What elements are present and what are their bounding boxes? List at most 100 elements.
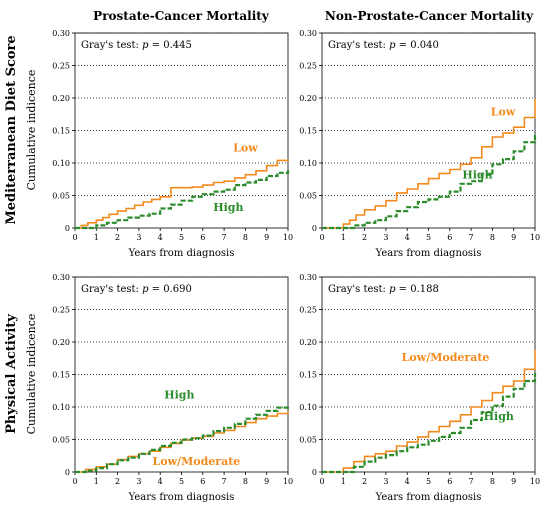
series-line-high (322, 373, 537, 474)
series-line-low-moderate (322, 349, 536, 473)
plot-frame (74, 276, 289, 473)
series-line-high (322, 135, 537, 230)
x-tick-label: 3 (136, 233, 141, 242)
y-tick-label: 0.20 (52, 338, 70, 347)
series-line-high (75, 170, 290, 230)
plot-frame (74, 32, 289, 229)
x-tick-label: 5 (426, 477, 431, 486)
panel-3: 0 0.05 0.10 0.15 0.20 0.25 0.30 0 1 2 3 4 5 6 7 8 9 10 Yea… (299, 273, 540, 503)
x-tick-label: 0 (319, 233, 324, 242)
row-title-activity: Physical Activity (4, 314, 19, 434)
series-label: High (213, 201, 243, 214)
x-tick-label: 9 (511, 233, 516, 242)
y-tick-label: 0.25 (299, 62, 317, 71)
series-label: High (164, 389, 194, 402)
panel-0: 0 0.05 0.10 0.15 0.20 0.25 0.30 0 1 2 3 4 5 6 7 8 9 10 Yea… (52, 29, 293, 259)
y-tick-label: 0.25 (52, 62, 70, 71)
y-tick-label: 0.05 (299, 436, 317, 445)
y-tick-label: 0.15 (52, 127, 70, 136)
x-tick-label: 6 (200, 233, 205, 242)
y-tick-label: 0.20 (299, 338, 317, 347)
y-tick-label: 0.10 (299, 159, 317, 168)
y-tick-label: 0.10 (52, 159, 70, 168)
row-subtitle-diet: Cumulative indicence (25, 70, 38, 191)
y-tick-label: 0 (65, 468, 70, 477)
x-axis-title: Years from diagnosis (375, 248, 482, 259)
series-label: Low (491, 106, 516, 119)
x-tick-label: 4 (405, 233, 410, 242)
series-line-low (322, 99, 536, 229)
series-line-high (75, 405, 290, 474)
x-tick-label: 5 (179, 477, 184, 486)
x-tick-label: 1 (341, 477, 346, 486)
plot-frame (321, 32, 536, 229)
y-tick-label: 0.10 (52, 403, 70, 412)
x-tick-label: 3 (383, 233, 388, 242)
x-tick-label: 0 (72, 233, 77, 242)
grays-test-label: Gray's test: p = 0.445 (81, 40, 192, 51)
x-tick-label: 0 (319, 477, 324, 486)
x-tick-label: 2 (362, 477, 367, 486)
panel-1: 0 0.05 0.10 0.15 0.20 0.25 0.30 0 1 2 3 4 5 6 7 8 9 10 Yea… (299, 29, 540, 259)
x-tick-label: 9 (264, 233, 269, 242)
row-title-diet: Mediterranean Diet Score (4, 35, 19, 224)
column-title-non-prostate: Non-Prostate-Cancer Mortality (325, 9, 534, 23)
y-tick-label: 0.30 (52, 29, 70, 38)
x-tick-label: 9 (264, 477, 269, 486)
x-tick-label: 2 (115, 233, 120, 242)
y-tick-label: 0.15 (52, 371, 70, 380)
series-label: Low/Moderate (402, 351, 490, 364)
x-axis-title: Years from diagnosis (128, 248, 235, 259)
y-tick-label: 0.15 (299, 371, 317, 380)
x-tick-label: 10 (530, 477, 540, 486)
y-tick-label: 0.05 (299, 192, 317, 201)
panel-2: 0 0.05 0.10 0.15 0.20 0.25 0.30 0 1 2 3 4 5 6 7 8 9 10 Yea… (52, 273, 293, 503)
y-tick-label: 0.30 (299, 29, 317, 38)
y-tick-label: 0 (65, 224, 70, 233)
grays-test-label: Gray's test: p = 0.690 (81, 284, 192, 295)
x-tick-label: 9 (511, 477, 516, 486)
y-tick-label: 0 (312, 468, 317, 477)
y-tick-label: 0.30 (52, 273, 70, 282)
grays-test-label: Gray's test: p = 0.040 (328, 40, 439, 51)
series-label: High (484, 410, 514, 423)
x-tick-label: 4 (158, 233, 163, 242)
x-tick-label: 6 (447, 233, 452, 242)
x-tick-label: 8 (490, 477, 495, 486)
x-tick-label: 0 (72, 477, 77, 486)
series-label: High (462, 169, 492, 182)
x-tick-label: 2 (362, 233, 367, 242)
x-tick-label: 1 (94, 477, 99, 486)
x-tick-label: 8 (243, 477, 248, 486)
x-tick-label: 10 (530, 233, 540, 242)
x-axis-title: Years from diagnosis (375, 492, 482, 503)
x-tick-label: 6 (200, 477, 205, 486)
x-tick-label: 1 (94, 233, 99, 242)
row-subtitle-activity: Cumulative indicence (25, 314, 38, 435)
x-tick-label: 7 (469, 233, 474, 242)
y-tick-label: 0.25 (299, 306, 317, 315)
x-axis-title: Years from diagnosis (128, 492, 235, 503)
x-tick-label: 4 (158, 477, 163, 486)
series-label: Low (233, 141, 258, 154)
x-tick-label: 7 (222, 477, 227, 486)
column-title-prostate: Prostate-Cancer Mortality (93, 9, 270, 23)
x-tick-label: 5 (179, 233, 184, 242)
y-tick-label: 0.05 (52, 192, 70, 201)
x-tick-label: 10 (283, 233, 293, 242)
x-tick-label: 10 (283, 477, 293, 486)
x-tick-label: 7 (222, 233, 227, 242)
x-tick-label: 4 (405, 477, 410, 486)
x-tick-label: 8 (490, 233, 495, 242)
y-tick-label: 0.10 (299, 403, 317, 412)
y-tick-label: 0.20 (299, 94, 317, 103)
x-tick-label: 6 (447, 477, 452, 486)
series-line-low (75, 159, 289, 229)
x-tick-label: 7 (469, 477, 474, 486)
x-tick-label: 2 (115, 477, 120, 486)
y-tick-label: 0.15 (299, 127, 317, 136)
series-label: Low/Moderate (153, 455, 241, 468)
x-tick-label: 5 (426, 233, 431, 242)
x-tick-label: 8 (243, 233, 248, 242)
